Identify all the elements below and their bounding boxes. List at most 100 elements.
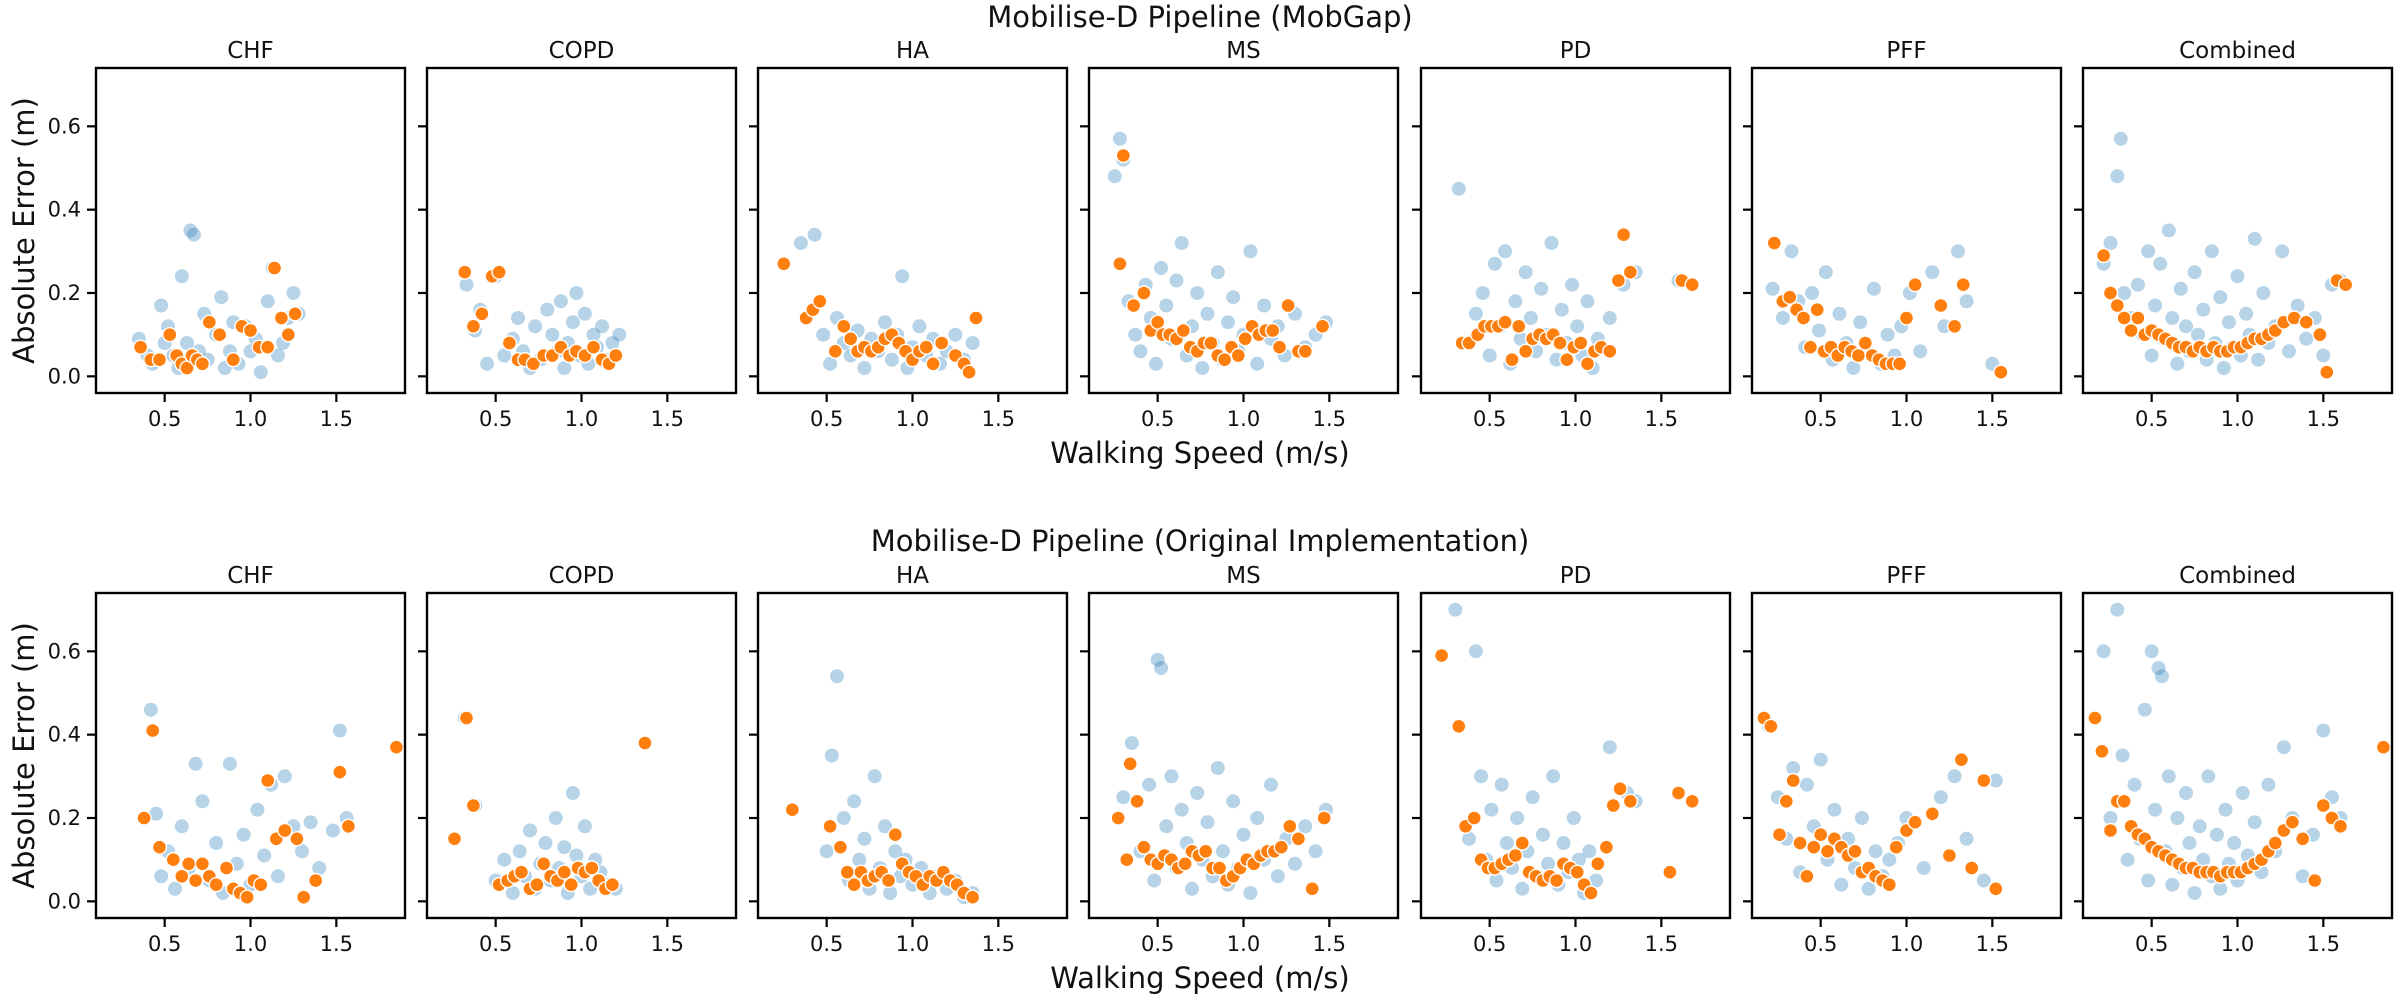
raw-point: [174, 269, 189, 284]
raw-point: [209, 836, 224, 850]
binned-point: [2102, 822, 2119, 839]
raw-point: [2196, 302, 2211, 317]
raw-point: [168, 881, 182, 896]
panel-title: PFF: [1886, 38, 1926, 64]
x-tick-label: 1.5: [320, 932, 353, 956]
binned-point: [1211, 860, 1228, 876]
binned-point: [260, 772, 276, 789]
binned-point: [961, 364, 977, 380]
binned-point: [194, 356, 211, 372]
binned-point: [563, 877, 579, 893]
raw-point: [1107, 169, 1122, 184]
raw-point: [1818, 265, 1833, 280]
binned-point: [1946, 318, 1963, 334]
raw-point: [2213, 290, 2228, 305]
raw-point: [1264, 777, 1278, 792]
raw-point: [565, 786, 580, 800]
raw-point: [325, 823, 340, 838]
raw-point: [1518, 265, 1533, 280]
raw-point: [577, 306, 592, 321]
binned-point: [1511, 318, 1527, 334]
raw-point: [2299, 331, 2314, 346]
binned-point: [273, 310, 290, 326]
binned-point: [2337, 277, 2354, 293]
raw-point: [884, 352, 899, 367]
raw-point: [605, 336, 620, 350]
raw-point: [1812, 323, 1826, 338]
raw-point: [912, 319, 927, 334]
binned-point: [2298, 314, 2314, 330]
binned-point: [525, 356, 542, 372]
binned-point: [2315, 797, 2332, 814]
x-tick-label: 1.0: [565, 932, 598, 956]
raw-point: [183, 223, 198, 238]
panel-title: MS: [1226, 563, 1260, 589]
x-tick-label: 1.5: [1313, 407, 1346, 431]
raw-point: [497, 852, 512, 867]
raw-point: [2141, 873, 2156, 888]
raw-point: [857, 831, 872, 846]
raw-point: [569, 848, 584, 863]
binned-point: [162, 327, 178, 343]
raw-point: [1510, 811, 1525, 825]
raw-point: [1494, 777, 1509, 792]
raw-point: [1154, 261, 1169, 275]
binned-point: [388, 739, 405, 755]
raw-point: [1164, 769, 1179, 784]
binned-point: [964, 889, 981, 905]
binned-point: [2109, 297, 2126, 314]
raw-point: [2110, 169, 2125, 184]
binned-point: [465, 318, 482, 334]
binned-point: [1953, 752, 1970, 768]
raw-point: [2170, 811, 2185, 825]
raw-point: [2179, 786, 2193, 800]
panel-title: Combined: [2179, 563, 2296, 589]
y-tick-label: 0.2: [48, 806, 81, 830]
y-tick-label: 0.0: [48, 889, 81, 913]
binned-point: [218, 860, 235, 876]
binned-point: [446, 831, 463, 847]
binned-point: [1763, 718, 1779, 734]
binned-point: [1451, 718, 1467, 734]
x-tick-label: 1.0: [1890, 407, 1923, 431]
binned-point: [2095, 247, 2112, 264]
binned-point: [529, 877, 545, 893]
row-title: Mobilise-D Pipeline (Original Implementa…: [871, 524, 1530, 558]
binned-point: [1514, 835, 1531, 851]
raw-point: [2137, 702, 2152, 717]
binned-point: [1136, 839, 1152, 855]
binned-point: [151, 839, 168, 855]
raw-point: [1190, 286, 1205, 300]
raw-point: [2218, 802, 2233, 817]
raw-point: [1474, 769, 1489, 784]
x-tick-label: 1.0: [2221, 932, 2254, 956]
raw-point: [2141, 244, 2156, 259]
raw-point: [1448, 602, 1463, 617]
binned-point: [1197, 843, 1214, 859]
binned-point: [1881, 877, 1898, 893]
binned-point: [308, 872, 324, 889]
raw-point: [2113, 131, 2128, 146]
raw-point: [565, 315, 580, 330]
raw-point: [1925, 265, 1940, 280]
raw-point: [1133, 344, 1148, 359]
raw-point: [2196, 852, 2211, 867]
raw-point: [1541, 856, 1555, 871]
raw-point: [1959, 294, 1974, 309]
raw-point: [1147, 873, 1162, 888]
raw-point: [2213, 881, 2228, 896]
x-tick-label: 1.5: [1645, 407, 1678, 431]
raw-point: [1288, 856, 1302, 871]
panel-copd: COPD 0.5 1.0 1.5: [418, 563, 738, 956]
raw-point: [149, 806, 164, 821]
raw-point: [1124, 736, 1139, 750]
binned-point: [2375, 739, 2392, 755]
panel-title: CHF: [227, 563, 274, 589]
x-tick-label: 1.5: [1976, 932, 2009, 956]
raw-point: [1484, 802, 1499, 817]
binned-point: [1857, 335, 1874, 351]
binned-point: [1799, 868, 1815, 884]
raw-point: [143, 702, 158, 717]
raw-point: [1554, 302, 1569, 317]
raw-point: [1813, 752, 1828, 767]
